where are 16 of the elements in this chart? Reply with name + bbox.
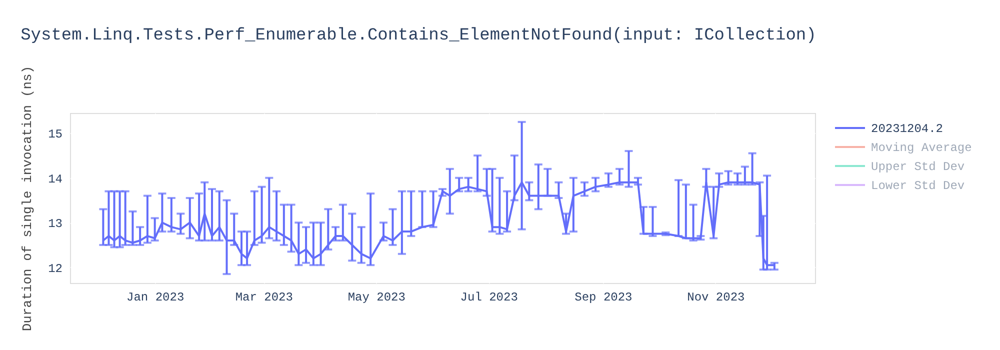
legend-label: Lower Std Dev [871, 179, 965, 193]
legend-label: 20231204.2 [871, 122, 944, 136]
y-tick-label: 13 [48, 217, 62, 232]
legend-label: Upper Std Dev [871, 160, 965, 174]
legend-label: Moving Average [871, 141, 972, 155]
y-tick-label: 15 [48, 128, 62, 142]
x-tick-label: Jul 2023 [460, 290, 518, 304]
x-tick-label: Jan 2023 [126, 290, 184, 304]
chart-title: System.Linq.Tests.Perf_Enumerable.Contains_ElementNotFound(input: ICollection) [20, 26, 816, 46]
y-axis-title: Duration of single invocation (ns) [20, 66, 36, 332]
x-tick-label: Mar 2023 [235, 290, 293, 304]
y-tick-label: 12 [48, 262, 62, 276]
x-tick-label: Nov 2023 [687, 290, 745, 304]
x-tick-label: Sep 2023 [574, 290, 632, 304]
x-tick-label: May 2023 [348, 290, 406, 304]
y-tick-label: 14 [48, 172, 62, 186]
